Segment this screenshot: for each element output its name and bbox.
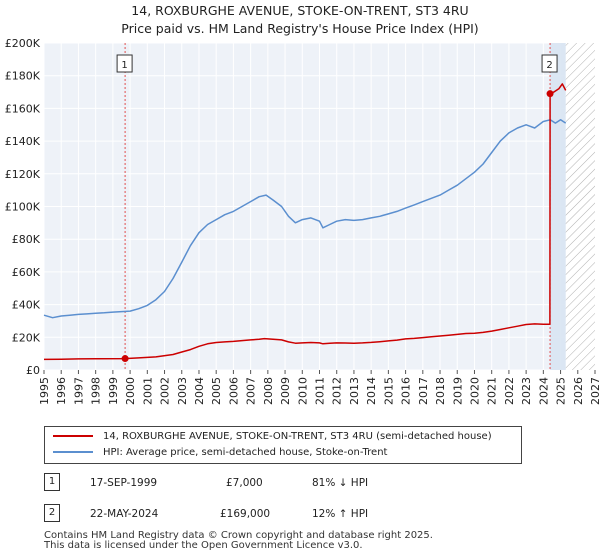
x-tick-label: 2004 [193,377,206,405]
forecast-hatching [565,43,595,370]
x-tick-label: 2020 [468,377,481,405]
sale-label-box [541,54,558,73]
legend-label-property: 14, ROXBURGHE AVENUE, STOKE-ON-TRENT, ST… [103,431,492,442]
x-tick-label: 2007 [245,377,258,405]
y-tick-label: £160K [5,102,41,115]
x-tick-label: 2022 [503,377,516,405]
x-tick-label: 2005 [210,377,223,405]
x-tick-label: 1996 [55,377,68,405]
gridlines [43,42,596,371]
y-tick-label: £120K [5,168,41,181]
sale-badge-1: 1 [44,473,60,491]
x-tick-label: 2009 [279,377,292,405]
y-tick-label: £200K [5,37,41,50]
chart-title: 14, ROXBURGHE AVENUE, STOKE-ON-TRENT, ST… [131,3,469,18]
sale-date-2: 22-MAY-2024 [90,508,159,520]
legend-item-property: 14, ROXBURGHE AVENUE, STOKE-ON-TRENT, ST… [53,429,492,445]
y-tick-label: £100K [5,201,41,214]
axes: £0 £20K £40K £60K £80K £100K £120K £140K £160K £1… [5,37,600,405]
footer: Contains HM Land Registry data © Crown c… [44,531,433,551]
legend-item-hpi: HPI: Average price, semi-detached house,… [53,445,387,461]
x-tick-label: 2011 [314,377,327,405]
x-tick-label: 1995 [38,377,51,405]
footer-line-2: This data is licensed under the Open Gov… [44,540,363,551]
x-tick-label: 2021 [486,377,499,405]
y-tick-label: £80K [12,233,41,246]
x-tick-label: 2010 [296,377,309,405]
x-tick-label: 2016 [400,377,413,405]
x-tick-label: 2008 [262,377,275,405]
sale-badge-2: 2 [44,504,60,522]
x-tick-label: 2014 [365,377,378,405]
hpi-line [43,119,567,319]
y-tick-label: £0 [26,364,40,377]
sale-price-2: £169,000 [220,508,271,520]
sale-label-text: 2 [546,60,552,71]
shaded-regions [124,43,595,370]
legend-swatch-hpi [53,451,93,453]
x-tick-label: 2000 [124,377,137,405]
x-tick-label: 2023 [520,377,533,405]
y-tick-label: £180K [5,70,41,83]
x-tick-label: 2006 [227,377,240,405]
series-lines [43,83,567,361]
legend-label-hpi: HPI: Average price, semi-detached house,… [103,447,388,458]
property-price-line [43,83,567,361]
sale-hpi-2: 12% ↑ HPI [312,508,369,520]
x-tick-label: 2003 [176,377,189,405]
legend: 14, ROXBURGHE AVENUE, STOKE-ON-TRENT, ST… [44,426,522,464]
chart-subtitle: Price paid vs. HM Land Registry's House … [121,21,479,36]
x-tick-label: 2018 [434,377,447,405]
sale-hpi-1: 81% ↓ HPI [312,477,369,489]
x-tick-label: 2002 [159,377,172,405]
x-tick-label: 2001 [141,377,154,405]
x-tick-label: 2026 [572,377,585,405]
sale-point [121,355,129,363]
sale-label-box [116,54,133,73]
x-tick-label: 1998 [90,377,103,405]
x-tick-label: 2024 [537,377,550,405]
y-tick-label: £60K [12,266,41,279]
x-tick-label: 2013 [348,377,361,405]
y-tick-label: £140K [5,135,41,148]
sale-label-text: 1 [121,60,127,71]
sale-point [546,90,554,98]
y-tick-label: £20K [12,331,41,344]
sale-price-1: £7,000 [226,477,263,489]
x-tick-label: 2015 [382,377,395,405]
legend-swatch-property [53,435,93,437]
x-tick-label: 2019 [451,377,464,405]
x-tick-label: 1997 [72,377,85,405]
x-tick-label: 1999 [107,377,120,405]
y-tick-label: £40K [12,299,41,312]
x-tick-label: 2025 [555,377,568,405]
x-tick-label: 2017 [417,377,430,405]
sale-date-1: 17-SEP-1999 [90,477,158,489]
x-tick-label: 2012 [331,377,344,405]
x-tick-label: 2027 [589,377,600,405]
footer-line-1: Contains HM Land Registry data © Crown c… [44,530,433,541]
